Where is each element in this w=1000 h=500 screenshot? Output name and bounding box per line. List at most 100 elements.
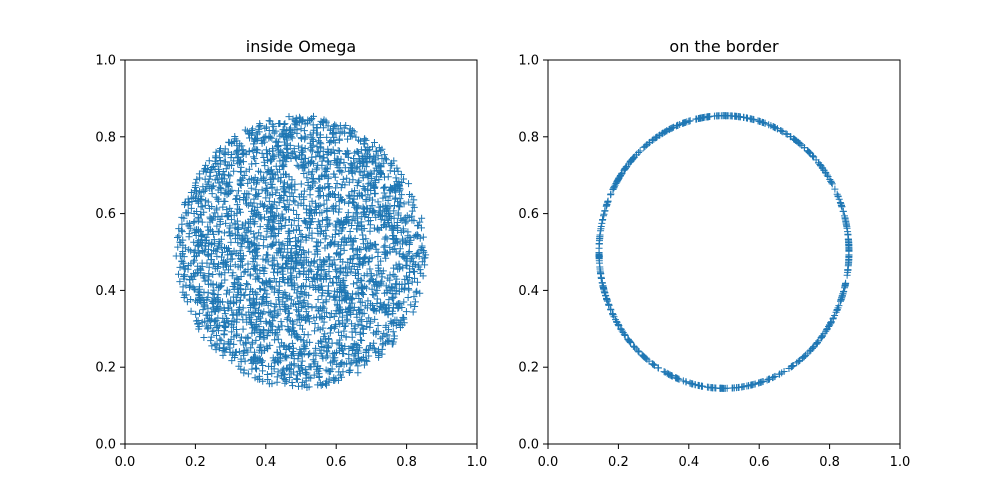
scatter-point — [338, 359, 346, 367]
scatter-point — [216, 183, 224, 191]
scatter-point — [350, 325, 358, 333]
scatter-point — [375, 226, 383, 234]
scatter-point — [271, 285, 279, 293]
scatter-point — [266, 205, 274, 213]
scatter-point — [270, 154, 278, 162]
scatter-point — [392, 261, 400, 269]
scatter-point — [383, 332, 391, 340]
scatter-point — [257, 215, 265, 223]
scatter-point — [388, 293, 396, 301]
scatter-point — [406, 257, 414, 265]
scatter-point — [190, 219, 198, 227]
scatter-point — [394, 167, 402, 175]
scatter-point — [236, 208, 244, 216]
scatter-point — [247, 356, 255, 364]
scatter-point — [285, 216, 293, 224]
scatter-point — [294, 142, 302, 150]
scatter-point — [253, 191, 261, 199]
scatter-point — [273, 331, 281, 339]
scatter-point — [196, 309, 204, 317]
scatter-point — [343, 311, 351, 319]
scatter-point — [215, 227, 223, 235]
scatter-point — [275, 287, 283, 295]
scatter-point — [413, 287, 421, 295]
scatter-point — [353, 279, 361, 287]
scatter-point — [230, 157, 238, 165]
scatter-point — [400, 286, 408, 294]
scatter-point — [297, 250, 305, 258]
scatter-point — [196, 227, 204, 235]
scatter-point — [368, 202, 376, 210]
scatter-point — [308, 134, 316, 142]
scatter-point — [399, 237, 407, 245]
scatter-point — [330, 128, 338, 136]
scatter-point — [231, 354, 239, 362]
scatter-point — [328, 204, 336, 212]
scatter-point — [212, 346, 220, 354]
scatter-point — [279, 213, 287, 221]
scatter-point — [213, 222, 221, 230]
scatter-point — [275, 120, 283, 128]
scatter-point — [237, 168, 245, 176]
scatter-point — [268, 261, 276, 269]
scatter-point — [345, 304, 353, 312]
scatter-point — [297, 288, 305, 296]
scatter-point — [198, 233, 206, 241]
scatter-point — [322, 226, 330, 234]
scatter-point — [604, 197, 612, 205]
scatter-point — [266, 277, 274, 285]
scatter-point — [355, 294, 363, 302]
scatter-point — [242, 338, 250, 346]
scatter-point — [210, 291, 218, 299]
scatter-point — [298, 325, 306, 333]
scatter-point — [291, 120, 299, 128]
scatter-point — [366, 221, 374, 229]
scatter-point — [739, 383, 747, 391]
scatter-point — [238, 232, 246, 240]
scatter-point — [289, 324, 296, 332]
scatter-point — [794, 358, 802, 366]
scatter-point — [213, 294, 221, 302]
scatter-point — [194, 320, 202, 328]
scatter-point — [214, 242, 222, 250]
scatter-point — [256, 120, 264, 128]
scatter-point — [317, 275, 325, 283]
scatter-point — [318, 227, 326, 235]
scatter-point — [211, 176, 219, 184]
scatter-point — [364, 217, 372, 225]
scatter-point — [317, 337, 325, 345]
scatter-point — [354, 320, 362, 328]
scatter-point — [381, 249, 389, 257]
scatter-point — [256, 333, 264, 341]
scatter-point — [314, 218, 322, 226]
y-tick-label: 0.2 — [95, 361, 116, 376]
scatter-point — [326, 313, 334, 321]
scatter-point — [699, 382, 707, 390]
scatter-point — [257, 318, 265, 326]
scatter-point — [265, 215, 273, 223]
scatter-point — [279, 149, 287, 157]
scatter-point — [228, 272, 236, 280]
scatter-point — [208, 327, 216, 335]
scatter-point — [268, 156, 276, 164]
scatter-point — [381, 242, 389, 250]
scatter-point — [242, 311, 250, 319]
scatter-point — [389, 319, 397, 327]
scatter-point — [368, 285, 376, 293]
scatter-point — [375, 203, 383, 211]
scatter-point — [308, 115, 316, 123]
scatter-point — [348, 294, 356, 302]
scatter-point — [222, 219, 230, 227]
scatter-point — [380, 189, 388, 197]
scatter-point — [389, 245, 397, 253]
scatter-point — [308, 147, 316, 155]
scatter-point — [236, 180, 244, 188]
scatter-point — [290, 344, 298, 352]
scatter-point — [211, 209, 219, 217]
scatter-point — [346, 299, 354, 307]
scatter-point — [248, 207, 256, 215]
scatter-point — [287, 296, 295, 304]
scatter-point — [259, 377, 267, 385]
scatter-point — [403, 262, 411, 270]
scatter-point — [302, 219, 310, 227]
